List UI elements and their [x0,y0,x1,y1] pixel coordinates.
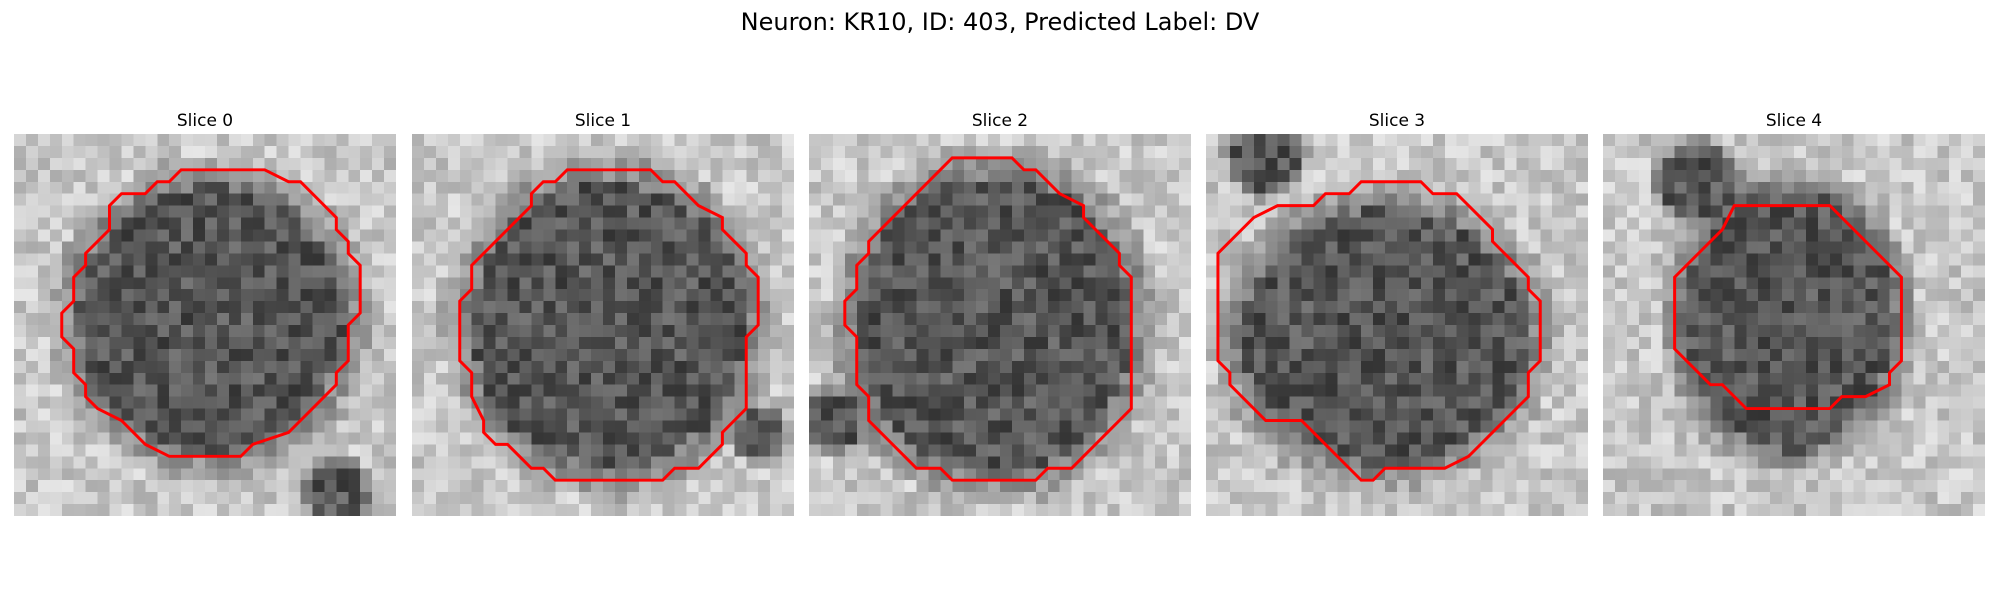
pixel-grid [14,134,396,516]
panel-slice-2: Slice 2 [809,110,1191,516]
panel-title: Slice 2 [971,111,1029,131]
pixel-grid [1206,134,1588,516]
panel-title: Slice 4 [1765,111,1823,131]
panel-title: Slice 1 [574,111,632,131]
slice-image [809,134,1191,516]
roi-outline [458,168,760,482]
roi-outline [1673,204,1903,411]
figure-title: Neuron: KR10, ID: 403, Predicted Label: … [740,8,1260,36]
panel-title: Slice 3 [1368,111,1426,131]
panel-slice-3: Slice 3 [1206,110,1588,516]
pixel-grid [809,134,1191,516]
slice-image [1206,134,1588,516]
roi-outline [60,168,362,458]
slice-image [14,134,396,516]
panel-slice-1: Slice 1 [412,110,794,516]
slice-image [412,134,794,516]
slice-image [1603,134,1985,516]
pixel-grid [1603,134,1985,516]
panel-slice-4: Slice 4 [1603,110,1985,516]
panel-slice-0: Slice 0 [14,110,396,516]
roi-outline [1216,180,1542,482]
roi-outline [843,156,1133,482]
panel-title: Slice 0 [176,111,234,131]
pixel-grid [412,134,794,516]
